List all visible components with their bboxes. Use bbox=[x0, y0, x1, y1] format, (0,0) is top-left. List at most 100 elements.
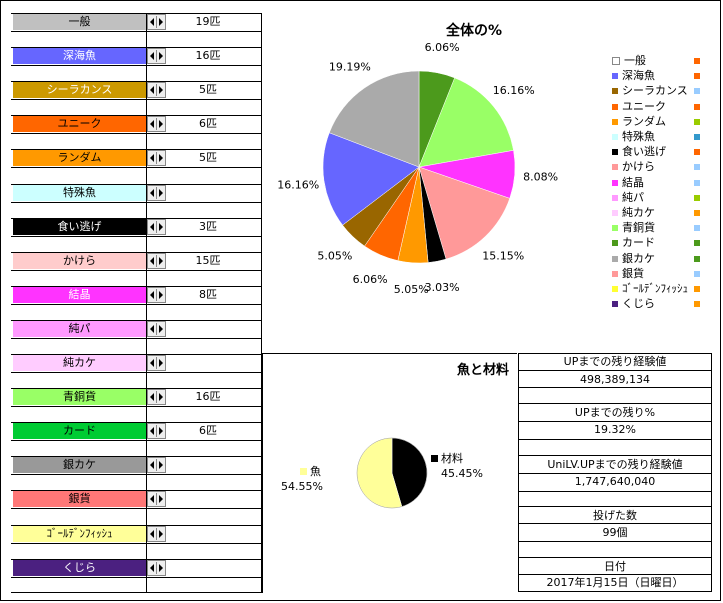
category-count bbox=[171, 355, 245, 371]
grid-line bbox=[518, 421, 712, 422]
category-label: ユニーク bbox=[13, 116, 146, 133]
count-spinner[interactable] bbox=[147, 457, 166, 474]
increment-icon[interactable] bbox=[159, 86, 163, 95]
count-spinner[interactable] bbox=[147, 491, 166, 508]
date-value: 2017年1月15日（日曜日） bbox=[546, 576, 684, 589]
count-spinner[interactable] bbox=[147, 525, 166, 542]
category-label: かけら bbox=[13, 252, 146, 269]
grid-line bbox=[11, 149, 261, 151]
grid-line bbox=[11, 303, 261, 305]
decrement-icon[interactable] bbox=[150, 359, 154, 367]
count-spinner[interactable] bbox=[147, 286, 166, 303]
increment-icon[interactable] bbox=[159, 461, 163, 470]
decrement-icon[interactable] bbox=[150, 393, 154, 402]
increment-icon[interactable] bbox=[159, 393, 163, 402]
slice-label: 5.05% bbox=[394, 283, 429, 296]
decrement-icon[interactable] bbox=[150, 461, 154, 470]
decrement-icon[interactable] bbox=[150, 18, 154, 26]
grid-line bbox=[518, 473, 712, 474]
legend-label: ランダム bbox=[622, 114, 666, 128]
grid-line bbox=[518, 506, 712, 507]
category-count bbox=[171, 457, 245, 473]
unilv-label: UniLV.UPまでの残り経験値 bbox=[547, 458, 683, 471]
increment-icon[interactable] bbox=[159, 563, 163, 572]
increment-icon[interactable] bbox=[159, 222, 163, 231]
divider bbox=[518, 353, 519, 592]
increment-icon[interactable] bbox=[159, 495, 163, 504]
increment-icon[interactable] bbox=[159, 529, 163, 538]
category-label: くじら bbox=[13, 559, 146, 576]
grid-line bbox=[11, 440, 261, 442]
decrement-icon[interactable] bbox=[150, 86, 154, 95]
decrement-icon[interactable] bbox=[150, 529, 154, 538]
increment-icon[interactable] bbox=[159, 427, 163, 436]
legend-swatch bbox=[612, 149, 618, 156]
count-spinner[interactable] bbox=[147, 320, 166, 337]
pie-slice-一般 bbox=[328, 70, 420, 168]
decrement-icon[interactable] bbox=[150, 154, 154, 163]
increment-icon[interactable] bbox=[159, 18, 163, 26]
decrement-icon[interactable] bbox=[150, 495, 154, 504]
increment-icon[interactable] bbox=[159, 256, 163, 265]
decrement-icon[interactable] bbox=[150, 52, 154, 61]
pie-slice-青銅貨 bbox=[418, 77, 514, 168]
spinner-divider bbox=[156, 459, 157, 472]
overall-chart-area: 全体の% 6.06% 16.16% 8.08% 15.15% 3.03% 5.05% 6.06… bbox=[262, 13, 714, 353]
increment-icon[interactable] bbox=[159, 324, 163, 333]
count-spinner[interactable] bbox=[147, 559, 166, 576]
legend-item: くじら bbox=[612, 298, 700, 310]
spinner-divider bbox=[156, 254, 157, 267]
count-spinner[interactable] bbox=[147, 355, 166, 371]
decrement-icon[interactable] bbox=[150, 256, 154, 265]
legend-marker bbox=[694, 103, 700, 110]
increment-icon[interactable] bbox=[159, 359, 163, 367]
category-count: 5匹 bbox=[199, 151, 217, 165]
category-count: 16匹 bbox=[195, 49, 221, 63]
legend-marker bbox=[694, 255, 700, 262]
count-spinner[interactable] bbox=[147, 184, 166, 201]
thrown-value: 99個 bbox=[602, 526, 628, 539]
increment-icon[interactable] bbox=[159, 154, 163, 163]
category-label: 青銅貨 bbox=[13, 389, 146, 406]
count-spinner[interactable] bbox=[147, 218, 166, 235]
grid-line bbox=[11, 235, 261, 237]
decrement-icon[interactable] bbox=[150, 222, 154, 231]
legend-item: ｺﾞｰﾙﾃﾞﾝﾌｨｯｼｭ bbox=[612, 283, 700, 295]
count-spinner[interactable] bbox=[147, 14, 166, 30]
legend-swatch bbox=[612, 164, 618, 171]
legend-item: 銀貨 bbox=[612, 267, 700, 280]
count-spinner[interactable] bbox=[147, 48, 166, 65]
decrement-icon[interactable] bbox=[150, 120, 154, 129]
count-spinner[interactable] bbox=[147, 389, 166, 406]
count-spinner[interactable] bbox=[147, 116, 166, 133]
decrement-icon[interactable] bbox=[150, 563, 154, 572]
count-spinner[interactable] bbox=[147, 252, 166, 269]
count-spinner[interactable] bbox=[147, 150, 166, 167]
count-spinner[interactable] bbox=[147, 423, 166, 440]
category-count bbox=[171, 185, 245, 201]
decrement-icon[interactable] bbox=[150, 290, 154, 299]
unilv-value: 1,747,640,040 bbox=[574, 475, 656, 488]
legend-item: シーラカンス bbox=[612, 85, 700, 97]
decrement-icon[interactable] bbox=[150, 324, 154, 333]
legend-swatch bbox=[612, 240, 618, 247]
grid-line bbox=[11, 167, 261, 169]
increment-icon[interactable] bbox=[159, 120, 163, 129]
decrement-icon[interactable] bbox=[150, 188, 154, 197]
decrement-icon[interactable] bbox=[150, 427, 154, 436]
up-pct-label: UPまでの残り% bbox=[574, 406, 656, 419]
increment-icon[interactable] bbox=[159, 290, 163, 299]
chart-title: 魚と材料 bbox=[457, 362, 509, 378]
grid-line bbox=[11, 422, 261, 424]
spinner-divider bbox=[156, 220, 157, 233]
grid-line bbox=[11, 508, 261, 510]
increment-icon[interactable] bbox=[159, 188, 163, 197]
increment-icon[interactable] bbox=[159, 52, 163, 61]
legend-swatch bbox=[612, 194, 618, 201]
up-exp-label: UPまでの残り経験値 bbox=[563, 355, 667, 368]
divider bbox=[262, 353, 517, 354]
legend-marker bbox=[694, 149, 700, 156]
count-spinner[interactable] bbox=[147, 82, 166, 99]
slice-label: 5.05% bbox=[317, 249, 352, 262]
